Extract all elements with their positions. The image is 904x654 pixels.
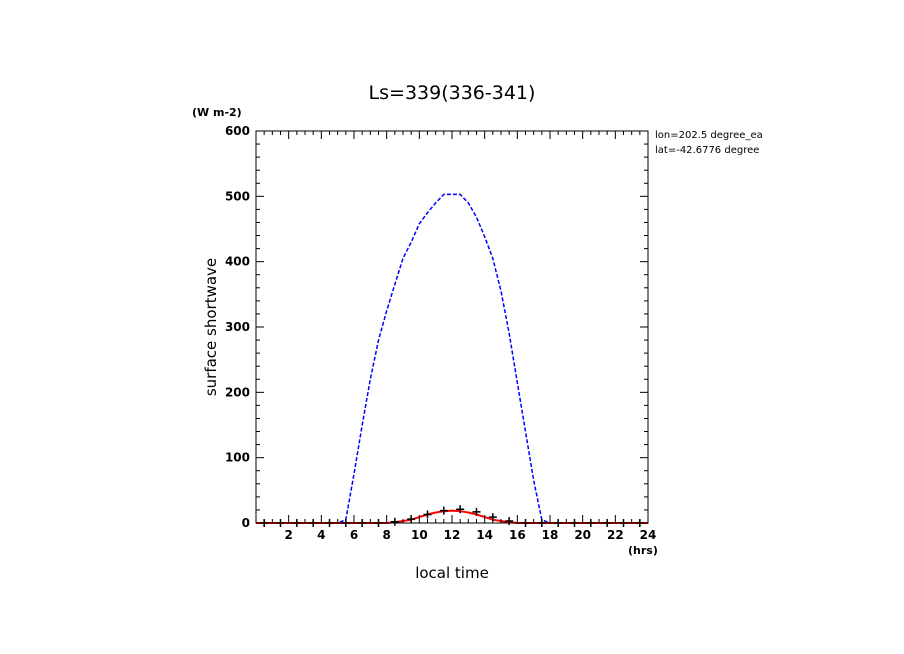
data-point-marker xyxy=(439,506,448,515)
x-tick-label: 4 xyxy=(317,528,325,542)
x-tick-label: 10 xyxy=(411,528,428,542)
y-tick-label: 300 xyxy=(225,320,250,334)
x-tick-label: 16 xyxy=(509,528,526,542)
y-tick-label: 0 xyxy=(242,516,250,530)
chart-title: Ls=339(336-341) xyxy=(369,82,536,104)
x-tick-label: 6 xyxy=(350,528,358,542)
plot-frame xyxy=(255,130,649,524)
data-point-marker xyxy=(472,507,481,516)
y-tick-label: 600 xyxy=(225,124,250,138)
data-point-marker xyxy=(456,505,465,514)
lon-info: lon=202.5 degree_ea xyxy=(655,130,763,141)
x-axis-unit: (hrs) xyxy=(628,544,658,557)
x-tick-label: 20 xyxy=(574,528,591,542)
x-tick-label: 2 xyxy=(284,528,292,542)
y-axis-unit: (W m-2) xyxy=(192,106,242,119)
y-tick-label: 200 xyxy=(225,385,250,399)
y-axis-label: surface shortwave xyxy=(202,258,220,396)
data-point-marker xyxy=(423,510,432,519)
x-axis-label: local time xyxy=(415,564,489,582)
x-tick-label: 18 xyxy=(542,528,559,542)
y-tick-label: 400 xyxy=(225,255,250,269)
x-tick-label: 24 xyxy=(640,528,657,542)
x-tick-label: 22 xyxy=(607,528,624,542)
x-tick-label: 12 xyxy=(444,528,461,542)
y-tick-label: 500 xyxy=(225,189,250,203)
x-tick-label: 14 xyxy=(476,528,493,542)
x-tick-label: 8 xyxy=(382,528,390,542)
y-tick-label: 100 xyxy=(225,451,250,465)
dashed-series-line xyxy=(256,193,648,524)
lat-info: lat=-42.6776 degree xyxy=(655,145,759,156)
